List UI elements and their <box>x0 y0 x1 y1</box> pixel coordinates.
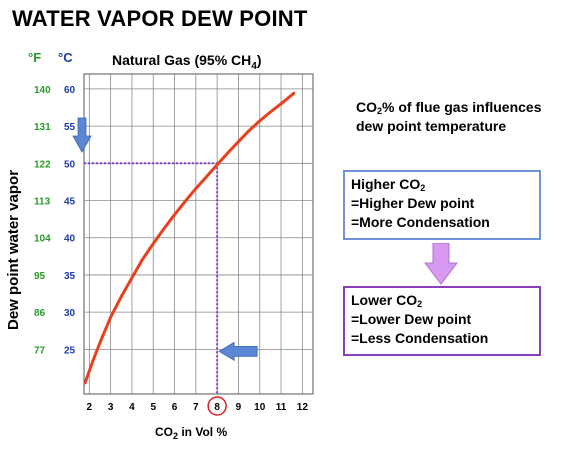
x-tick-label: 5 <box>150 402 156 413</box>
higher-co2-line: Higher CO2 <box>351 176 426 193</box>
x-tick-label: 3 <box>108 402 114 413</box>
slide-title: WATER VAPOR DEW POINT <box>12 6 308 31</box>
y-tick-label-celsius: 30 <box>64 308 76 319</box>
lower-co2-line: Lower CO2 <box>351 292 423 309</box>
y-tick-label-celsius: 55 <box>64 122 76 133</box>
reading-circle-marker <box>207 396 227 416</box>
x-tick-label: 12 <box>297 402 309 413</box>
x-tick-label: 10 <box>254 402 266 413</box>
y-tick-label-celsius: 45 <box>64 197 76 208</box>
lower-co2-box: Lower CO2 =Lower Dew point =Less Condens… <box>343 286 541 356</box>
co2-influence-note: CO2% of flue gas influences dew point te… <box>356 99 542 134</box>
arrow-down-icon <box>72 117 92 153</box>
y-tick-label-celsius: 60 <box>64 85 76 96</box>
y-tick-label-fahrenheit: 122 <box>34 159 51 170</box>
y-tick-label-celsius: 35 <box>64 271 76 282</box>
less-condensation-line: =Less Condensation <box>351 330 489 346</box>
y-tick-label-fahrenheit: 86 <box>34 308 46 319</box>
y-tick-label-fahrenheit: 131 <box>34 122 51 133</box>
left-unit-label: °F <box>28 50 41 65</box>
higher-dew-point-line: =Higher Dew point <box>351 195 475 211</box>
down-arrow-shape <box>424 243 458 285</box>
chart-title: Natural Gas (95% CH4) <box>112 52 262 72</box>
y-tick-label-fahrenheit: 104 <box>34 234 51 245</box>
y-tick-label-celsius: 25 <box>64 345 76 356</box>
y-tick-label-celsius: 50 <box>64 159 76 170</box>
x-tick-label: 4 <box>129 402 135 413</box>
y-tick-label-fahrenheit: 140 <box>34 85 51 96</box>
y-tick-label-celsius: 40 <box>64 234 76 245</box>
higher-co2-box: Higher CO2 =Higher Dew point =More Conde… <box>343 170 541 240</box>
x-tick-label: 8 <box>214 402 220 413</box>
series-line-dew-point <box>83 91 296 385</box>
y-axis-title: Dew point water vapor <box>5 170 22 330</box>
x-tick-label: 9 <box>236 402 242 413</box>
y-tick-label-fahrenheit: 77 <box>34 345 46 356</box>
arrow-left-icon <box>218 341 258 362</box>
more-condensation-line: =More Condensation <box>351 214 490 230</box>
x-tick-label: 2 <box>87 402 93 413</box>
x-tick-label: 7 <box>193 402 199 413</box>
y-tick-label-fahrenheit: 113 <box>34 197 51 208</box>
x-tick-label: 6 <box>172 402 178 413</box>
plot-frame <box>83 73 314 395</box>
right-unit-label: °C <box>58 50 73 65</box>
x-tick-label: 11 <box>276 402 287 413</box>
x-axis-title: CO2 in Vol % <box>155 425 227 441</box>
lower-dew-point-line: =Lower Dew point <box>351 311 472 327</box>
down-arrow-icon <box>424 243 458 285</box>
y-tick-label-fahrenheit: 95 <box>34 271 46 282</box>
